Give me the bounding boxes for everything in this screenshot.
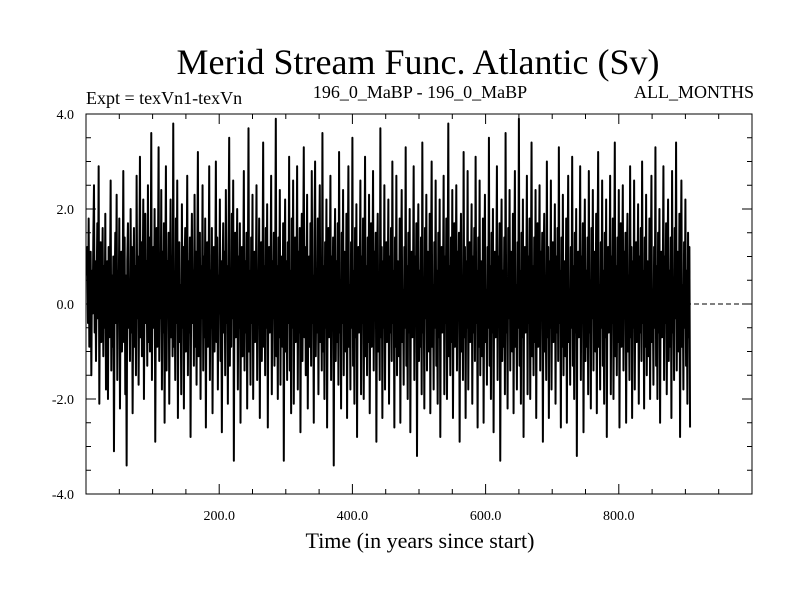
y-tick-label: -2.0 [52, 393, 74, 408]
x-tick-label: 200.0 [203, 509, 235, 524]
y-tick-label: 0.0 [57, 298, 75, 313]
y-tick-label: -4.0 [52, 488, 74, 503]
x-tick-label: 800.0 [603, 509, 635, 524]
x-axis-title: Time (in years since start) [306, 528, 535, 553]
plot-area: -4.0 -2.0 0.0 2.0 4.0 200.0 400.0 600.0 800.0 [52, 108, 753, 524]
series-line [85, 117, 692, 467]
months-label: ALL_MONTHS [634, 82, 754, 102]
y-tick-label: 2.0 [57, 203, 75, 218]
experiment-label: Expt = texVn1-texVn [86, 88, 242, 108]
y-tick-label: 4.0 [57, 108, 75, 123]
period-label: 196_0_MaBP - 196_0_MaBP [313, 82, 527, 102]
x-tick-label: 600.0 [470, 509, 502, 524]
chart-title: Merid Stream Func. Atlantic (Sv) [177, 42, 660, 82]
x-tick-label: 400.0 [337, 509, 369, 524]
